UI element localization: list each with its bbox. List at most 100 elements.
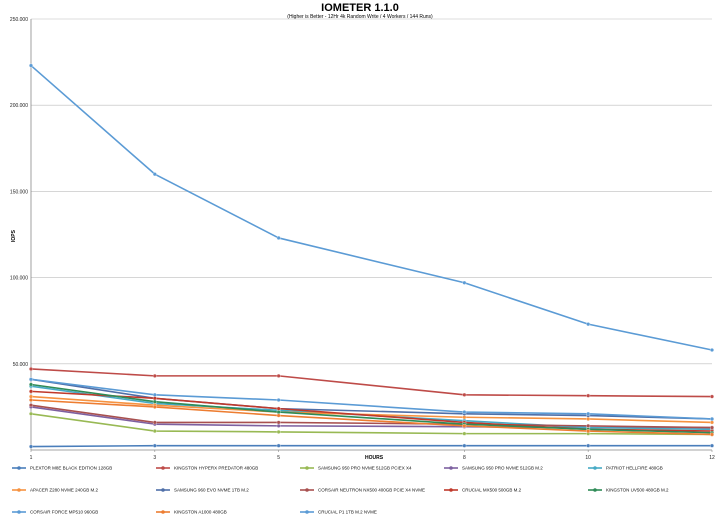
y-tick-label: 50.000 xyxy=(13,362,29,368)
legend-label: SAMSUNG 950 PRO NVME 512GB M.2 xyxy=(462,466,543,471)
legend-item: KINGSTON HYPERX PREDATOR 480GB xyxy=(156,466,258,471)
y-tick-label: 250.000 xyxy=(10,17,28,23)
data-point xyxy=(710,432,714,437)
legend-swatch-marker xyxy=(17,488,21,492)
legend-label: PLEXTOR M8E BLACK EDITION 128GB xyxy=(30,466,112,471)
y-axis-label: IOPS xyxy=(11,229,17,242)
legend-label: KINGSTON A1000 480GB xyxy=(174,510,227,515)
legend-item: KINGSTON UV500 480GB M.2 xyxy=(588,488,669,493)
data-point xyxy=(462,423,467,428)
data-point xyxy=(586,411,591,416)
y-tick-label: 100.000 xyxy=(10,276,28,282)
series-kingston-hyperx-predator-480gb xyxy=(29,367,714,399)
data-point xyxy=(710,348,714,352)
data-point xyxy=(276,398,281,402)
legend-swatch-marker xyxy=(17,466,21,470)
series-apacer-z280-nvme-240gb-m-2 xyxy=(29,394,714,425)
x-tick-label: 1 xyxy=(30,455,33,461)
data-point xyxy=(710,443,714,448)
series-line xyxy=(30,383,713,434)
series-corsair-force-mp510-960gb xyxy=(29,377,714,421)
x-tick-label: 8 xyxy=(463,455,466,461)
data-point xyxy=(462,431,467,436)
data-point xyxy=(29,398,33,402)
data-point xyxy=(710,394,714,399)
series-lines xyxy=(29,63,714,449)
data-point xyxy=(152,443,157,448)
data-point xyxy=(29,394,33,399)
legend-label: APACER Z280 NVME 240GB M.2 xyxy=(30,488,98,493)
data-point xyxy=(462,280,467,285)
data-point xyxy=(586,443,591,448)
series-line xyxy=(30,444,712,448)
legend-item: CRUCIAL MX500 500GB M.2 xyxy=(444,488,522,493)
data-point xyxy=(152,373,157,378)
legend-item: CORSAIR FORCE MP510 960GB xyxy=(12,510,98,515)
series-line xyxy=(30,395,713,424)
legend-item: CORSAIR NEUTRON NX500 400GB PCIE X4 NVME xyxy=(300,488,425,493)
legend-label: CORSAIR NEUTRON NX500 400GB PCIE X4 NVME xyxy=(318,488,425,493)
legend-item: APACER Z280 NVME 240GB M.2 xyxy=(12,488,98,493)
series-line xyxy=(30,406,712,429)
legend-item: SAMSUNG 960 EVO NVME 1TB M.2 xyxy=(156,488,249,493)
legend-label: SAMSUNG 960 EVO NVME 1TB M.2 xyxy=(174,488,249,493)
chart-subtitle: (Higher is Better - 12Hr 4k Random Write… xyxy=(287,14,433,20)
data-point xyxy=(29,389,33,394)
data-point xyxy=(276,410,281,415)
series-line xyxy=(30,378,713,420)
chart-title: IOMETER 1.1.0 xyxy=(321,2,399,14)
legend-item: SAMSUNG 950 PRO NVME 512GB PCIEX X4 xyxy=(300,466,412,471)
data-point xyxy=(29,444,33,449)
series-line xyxy=(30,64,713,351)
legend: PLEXTOR M8E BLACK EDITION 128GB KINGSTON … xyxy=(12,466,669,515)
legend-item: PATRIOT HELLFIRE 480GB xyxy=(588,466,663,471)
data-point xyxy=(462,392,467,397)
data-point xyxy=(276,420,281,425)
x-axis-label: HOURS xyxy=(365,455,384,461)
data-point xyxy=(276,443,281,448)
data-point xyxy=(152,172,157,177)
gridlines xyxy=(31,18,712,365)
data-point xyxy=(29,377,33,382)
legend-swatch-marker xyxy=(449,466,453,470)
data-point xyxy=(152,429,157,433)
x-tick-label: 5 xyxy=(277,455,280,461)
legend-swatch-marker xyxy=(161,466,165,470)
data-point xyxy=(152,404,157,409)
data-point xyxy=(710,420,714,425)
y-tick-label: 150.000 xyxy=(10,189,28,195)
data-point xyxy=(29,411,33,416)
data-point xyxy=(276,235,281,240)
data-point xyxy=(152,392,157,397)
legend-swatch-marker xyxy=(305,510,309,514)
series-line xyxy=(30,368,713,398)
series-line xyxy=(30,413,713,436)
data-point xyxy=(29,63,33,68)
legend-item: KINGSTON A1000 480GB xyxy=(156,510,227,515)
data-point xyxy=(586,429,591,433)
x-axis-ticks: 1 3 5 8 10 12 xyxy=(30,450,715,461)
x-tick-label: 10 xyxy=(585,455,591,461)
legend-swatch-marker xyxy=(593,488,597,492)
data-point xyxy=(276,413,281,418)
legend-label: PATRIOT HELLFIRE 480GB xyxy=(606,466,663,471)
series-line xyxy=(30,404,713,429)
data-point xyxy=(462,415,467,420)
legend-label: SAMSUNG 950 PRO NVME 512GB PCIEX X4 xyxy=(318,466,412,471)
data-point xyxy=(276,373,281,378)
legend-swatch-marker xyxy=(305,466,309,470)
legend-swatch-marker xyxy=(305,488,309,492)
data-point xyxy=(462,410,467,415)
data-point xyxy=(586,393,591,398)
data-point xyxy=(152,420,157,425)
legend-swatch-marker xyxy=(17,510,21,514)
legend-swatch-marker xyxy=(593,466,597,470)
x-tick-label: 3 xyxy=(153,455,156,461)
series-line xyxy=(30,378,713,420)
data-point xyxy=(586,423,591,428)
legend-label: CRUCIAL MX500 500GB M.2 xyxy=(462,488,522,493)
legend-swatch-marker xyxy=(161,488,165,492)
data-point xyxy=(710,417,714,421)
data-point xyxy=(152,396,157,401)
